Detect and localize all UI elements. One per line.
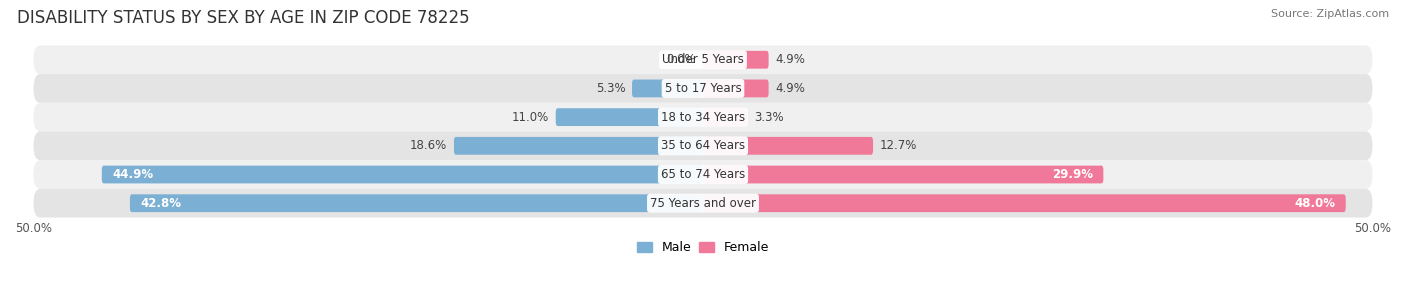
FancyBboxPatch shape <box>101 166 703 183</box>
FancyBboxPatch shape <box>703 108 747 126</box>
FancyBboxPatch shape <box>34 45 1372 74</box>
FancyBboxPatch shape <box>703 51 769 69</box>
Text: 35 to 64 Years: 35 to 64 Years <box>661 139 745 152</box>
FancyBboxPatch shape <box>34 74 1372 103</box>
Text: 5 to 17 Years: 5 to 17 Years <box>665 82 741 95</box>
Text: 12.7%: 12.7% <box>880 139 917 152</box>
Text: 29.9%: 29.9% <box>1052 168 1092 181</box>
FancyBboxPatch shape <box>34 189 1372 218</box>
Text: 42.8%: 42.8% <box>141 197 181 210</box>
FancyBboxPatch shape <box>34 103 1372 131</box>
Text: Under 5 Years: Under 5 Years <box>662 53 744 66</box>
Text: 75 Years and over: 75 Years and over <box>650 197 756 210</box>
FancyBboxPatch shape <box>703 166 1104 183</box>
FancyBboxPatch shape <box>555 108 703 126</box>
Text: 4.9%: 4.9% <box>775 53 806 66</box>
Text: 48.0%: 48.0% <box>1294 197 1336 210</box>
FancyBboxPatch shape <box>633 80 703 97</box>
Legend: Male, Female: Male, Female <box>631 237 775 260</box>
Text: 18 to 34 Years: 18 to 34 Years <box>661 111 745 124</box>
FancyBboxPatch shape <box>129 194 703 212</box>
Text: 3.3%: 3.3% <box>754 111 783 124</box>
Text: 4.9%: 4.9% <box>775 82 806 95</box>
Text: 5.3%: 5.3% <box>596 82 626 95</box>
FancyBboxPatch shape <box>703 194 1346 212</box>
FancyBboxPatch shape <box>703 80 769 97</box>
Text: 0.0%: 0.0% <box>666 53 696 66</box>
Text: 11.0%: 11.0% <box>512 111 548 124</box>
Text: Source: ZipAtlas.com: Source: ZipAtlas.com <box>1271 9 1389 19</box>
Text: 65 to 74 Years: 65 to 74 Years <box>661 168 745 181</box>
FancyBboxPatch shape <box>34 131 1372 160</box>
Text: 44.9%: 44.9% <box>112 168 153 181</box>
FancyBboxPatch shape <box>703 137 873 155</box>
FancyBboxPatch shape <box>454 137 703 155</box>
Text: DISABILITY STATUS BY SEX BY AGE IN ZIP CODE 78225: DISABILITY STATUS BY SEX BY AGE IN ZIP C… <box>17 9 470 27</box>
FancyBboxPatch shape <box>34 160 1372 189</box>
Text: 18.6%: 18.6% <box>411 139 447 152</box>
